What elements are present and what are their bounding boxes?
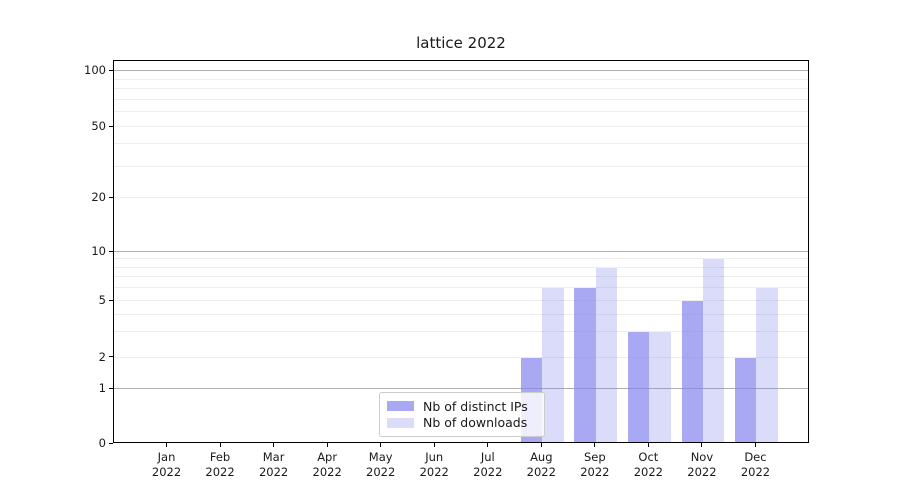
x-axis-tick: [487, 443, 489, 447]
y-axis-tick-label: 20: [91, 190, 106, 204]
x-axis-tick-label: May 2022: [366, 450, 396, 479]
x-axis-tick: [594, 443, 596, 447]
y-gridline-minor: [114, 287, 808, 289]
y-axis-tick-label: 0: [98, 436, 106, 450]
x-axis-tick-label: Oct 2022: [633, 450, 664, 479]
x-axis-tick-label: Jun 2022: [419, 450, 449, 479]
legend: Nb of distinct IPs Nb of downloads: [379, 392, 545, 437]
y-gridline-major: [114, 251, 808, 252]
y-axis-tick: [109, 442, 113, 444]
x-axis-tick-label: Sep 2022: [580, 450, 610, 479]
x-axis-tick: [433, 443, 435, 447]
x-axis-tick-label: Nov 2022: [687, 450, 717, 479]
x-axis-tick-label: Apr 2022: [312, 450, 342, 479]
legend-swatch-distinct-ips: [387, 401, 414, 412]
bar-distinct-ips: [574, 288, 596, 442]
bar-downloads: [595, 267, 618, 442]
x-axis-tick-label: Dec 2022: [740, 450, 771, 479]
y-axis-tick: [109, 69, 113, 71]
legend-item: Nb of downloads: [387, 415, 534, 431]
bar-downloads: [649, 332, 671, 442]
x-axis-tick: [219, 443, 221, 447]
bar-distinct-ips: [627, 332, 650, 442]
y-gridline-minor: [114, 111, 808, 113]
bar-distinct-ips: [735, 357, 757, 442]
y-gridline-minor: [114, 258, 808, 260]
x-axis-tick: [701, 443, 703, 447]
y-axis-tick: [109, 299, 113, 301]
bar-downloads: [542, 288, 564, 442]
y-gridline-minor: [114, 98, 808, 100]
y-axis-tick: [109, 125, 113, 127]
y-gridline-minor: [114, 331, 808, 333]
y-gridline-minor: [114, 276, 808, 278]
plot-area: [113, 60, 809, 443]
y-gridline-minor: [114, 88, 808, 90]
x-axis-tick: [754, 443, 756, 447]
y-gridline-minor: [114, 356, 808, 358]
legend-label: Nb of distinct IPs: [423, 398, 528, 414]
bar-downloads: [702, 259, 725, 442]
y-axis-tick: [109, 356, 113, 357]
x-axis-tick-label: Feb 2022: [205, 450, 235, 479]
y-gridline-minor: [114, 313, 808, 315]
y-gridline-minor: [114, 197, 808, 198]
plot-inner: [114, 61, 808, 442]
chart-title: lattice 2022: [416, 34, 506, 52]
y-gridline-minor: [114, 143, 808, 145]
y-gridline-major: [114, 388, 808, 389]
y-axis-tick: [109, 196, 113, 198]
y-axis-tick-label: 10: [91, 244, 106, 258]
x-axis-tick: [166, 443, 168, 447]
y-axis-tick: [109, 387, 113, 389]
x-axis-tick-label: Aug 2022: [526, 450, 556, 479]
y-gridline-minor: [114, 78, 808, 80]
bar-downloads: [756, 288, 778, 442]
legend-item: Nb of distinct IPs: [387, 398, 534, 414]
x-axis-tick: [326, 443, 328, 447]
y-axis-tick-label: 50: [91, 119, 106, 133]
x-axis-tick-label: Jan 2022: [151, 450, 182, 479]
x-axis-tick-label: Jul 2022: [473, 450, 503, 479]
y-gridline-minor: [114, 126, 808, 127]
y-axis-tick-label: 1: [98, 381, 106, 395]
x-axis-tick: [647, 443, 649, 447]
y-gridline-major: [114, 70, 808, 71]
y-axis-tick: [109, 250, 113, 252]
x-axis-tick: [540, 443, 542, 447]
y-gridline-minor: [114, 300, 808, 301]
y-gridline-minor: [114, 266, 808, 268]
legend-label: Nb of downloads: [423, 415, 528, 431]
y-axis-tick-label: 2: [98, 349, 106, 364]
y-axis-tick-label: 5: [98, 293, 106, 307]
x-axis-tick-label: Mar 2022: [258, 450, 289, 479]
y-gridline-minor: [114, 165, 808, 167]
x-axis-tick: [273, 443, 275, 447]
x-axis-tick: [380, 443, 382, 447]
legend-swatch-downloads: [387, 417, 414, 428]
y-axis-tick-label: 100: [84, 63, 106, 77]
bar-distinct-ips: [681, 301, 703, 442]
